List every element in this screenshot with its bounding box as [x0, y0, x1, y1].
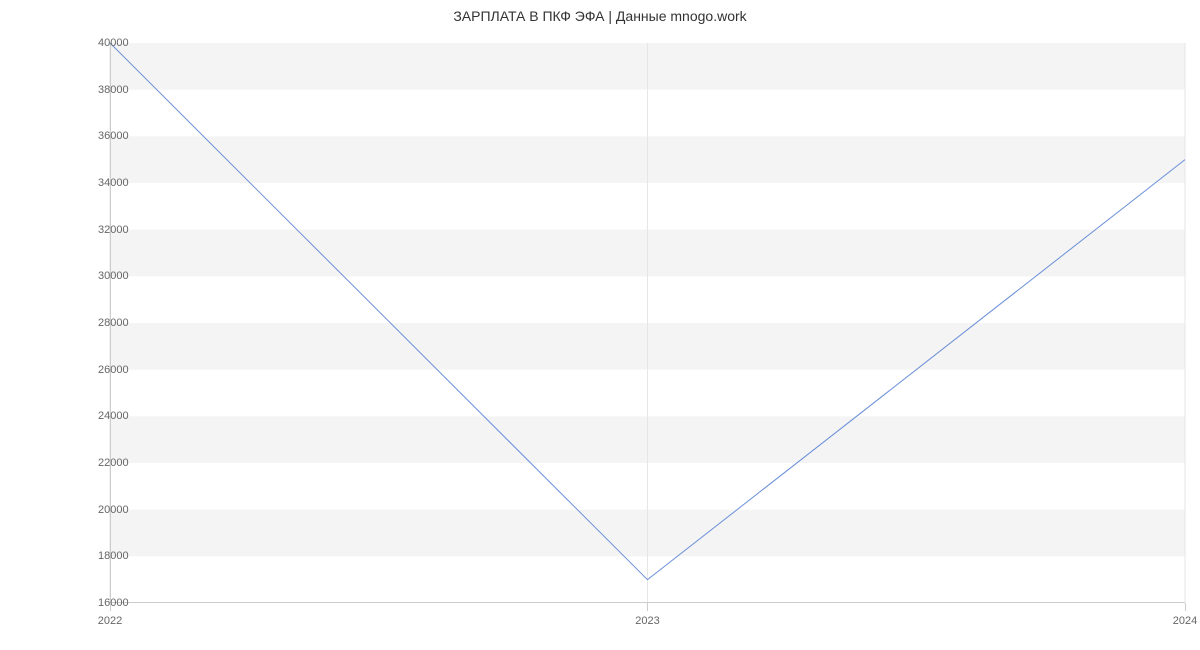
y-tick-label: 40000	[98, 37, 100, 49]
y-tick-label: 20000	[98, 504, 100, 516]
y-tick-label: 34000	[98, 177, 100, 189]
plot-svg	[110, 43, 1185, 603]
y-tick-label: 24000	[98, 410, 100, 422]
chart-title: ЗАРПЛАТА В ПКФ ЭФА | Данные mnogo.work	[0, 8, 1200, 24]
x-tick-label: 2022	[98, 615, 122, 627]
y-tick-label: 38000	[98, 84, 100, 96]
y-tick-label: 32000	[98, 224, 100, 236]
y-tick-label: 30000	[98, 270, 100, 282]
x-tick-mark	[647, 603, 648, 611]
y-tick-label: 36000	[98, 130, 100, 142]
plot-area: 1600018000200002200024000260002800030000…	[110, 43, 1185, 603]
y-tick-label: 28000	[98, 317, 100, 329]
salary-line-chart: ЗАРПЛАТА В ПКФ ЭФА | Данные mnogo.work 1…	[0, 0, 1200, 650]
y-tick-label: 16000	[98, 597, 100, 609]
y-tick-label: 26000	[98, 364, 100, 376]
x-tick-mark	[110, 603, 111, 611]
x-tick-label: 2024	[1173, 615, 1197, 627]
x-tick-label: 2023	[635, 615, 659, 627]
y-tick-label: 18000	[98, 550, 100, 562]
x-tick-mark	[1185, 603, 1186, 611]
y-tick-label: 22000	[98, 457, 100, 469]
